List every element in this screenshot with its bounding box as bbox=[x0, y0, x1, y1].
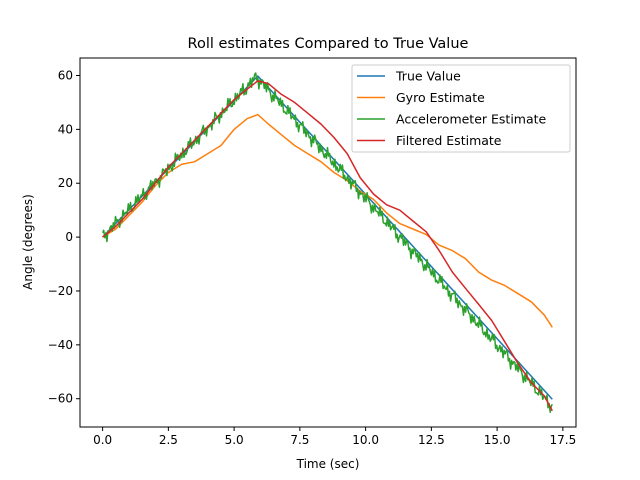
plot-frame bbox=[79, 57, 577, 428]
series-line-gyro-estimate bbox=[102, 113, 553, 328]
series-line-filtered-estimate bbox=[102, 80, 553, 412]
x-tick-label: 15.0 bbox=[484, 433, 511, 447]
y-tick-label: 20 bbox=[58, 176, 73, 190]
y-tick-label: 60 bbox=[58, 69, 73, 83]
x-tick-label: 12.5 bbox=[418, 433, 445, 447]
legend-box bbox=[351, 64, 571, 153]
series-layer bbox=[101, 72, 553, 413]
chart-title: Roll estimates Compared to True Value bbox=[188, 36, 469, 52]
legend-label: True Value bbox=[395, 69, 461, 84]
x-axis: 0.0 2.5 5.0 7.5 10.0 12.5 15.0 17.5 bbox=[93, 427, 576, 447]
y-tick-label: −60 bbox=[48, 392, 73, 406]
x-tick-label: 2.5 bbox=[159, 433, 178, 447]
y-tick-label: −20 bbox=[48, 284, 73, 298]
y-tick-label: 40 bbox=[58, 122, 73, 136]
legend-label: Accelerometer Estimate bbox=[396, 112, 547, 127]
x-tick-label: 10.0 bbox=[352, 433, 379, 447]
x-tick-label: 0.0 bbox=[93, 433, 112, 447]
x-tick-label: 7.5 bbox=[290, 433, 309, 447]
x-tick-label: 17.5 bbox=[549, 433, 576, 447]
x-axis-label: Time (sec) bbox=[296, 457, 360, 471]
x-tick-label: 5.0 bbox=[225, 433, 244, 447]
y-tick-label: 0 bbox=[65, 230, 73, 244]
legend-label: Gyro Estimate bbox=[396, 90, 485, 105]
series-line-accelerometer-estimate bbox=[101, 72, 553, 413]
y-axis-label: Angle (degrees) bbox=[21, 194, 35, 290]
legend: True Value Gyro Estimate Accelerometer Est… bbox=[351, 64, 571, 153]
y-axis: −60 −40 −20 0 20 40 60 bbox=[48, 69, 80, 406]
legend-label: Filtered Estimate bbox=[396, 133, 502, 148]
y-tick-label: −40 bbox=[48, 338, 73, 352]
